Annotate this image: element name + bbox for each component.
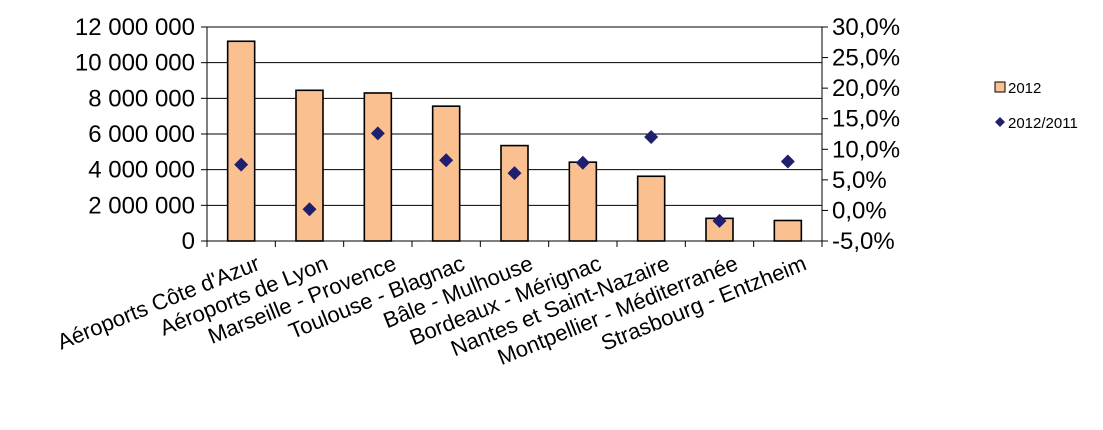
right-tick-label: -5,0%	[832, 228, 895, 255]
bar	[636, 175, 666, 242]
legend-label-2012-2011: 2012/2011	[1008, 115, 1078, 132]
bar	[295, 89, 324, 242]
right-tick-label: 15,0%	[832, 106, 900, 133]
legend-label-2012: 2012	[1008, 80, 1041, 97]
right-tick-label: 0,0%	[832, 197, 887, 224]
data-point	[234, 157, 249, 172]
data-point	[439, 153, 454, 168]
left-tick-label: 10 000 000	[75, 50, 195, 77]
right-tick-label: 10,0%	[832, 136, 900, 163]
data-point	[712, 213, 727, 228]
bar	[500, 144, 529, 242]
bar	[773, 219, 803, 242]
left-tick-label: 2 000 000	[88, 192, 195, 219]
data-point	[780, 154, 795, 169]
left-tick-label: 4 000 000	[88, 157, 195, 184]
legend-swatch-2012	[994, 81, 1006, 93]
legend: 2012 2012/2011	[994, 80, 1078, 132]
left-tick-label: 8 000 000	[88, 85, 195, 112]
left-tick-label: 0	[182, 228, 195, 255]
bar	[226, 40, 256, 242]
data-point	[507, 166, 522, 181]
bar	[431, 105, 461, 242]
left-tick-label: 12 000 000	[75, 14, 195, 41]
right-tick-label: 20,0%	[832, 75, 900, 102]
right-tick-label: 5,0%	[832, 167, 887, 194]
marker-series-2012-2011	[234, 126, 795, 228]
left-axis-tick-labels: 0 2 000 000 4 000 000 6 000 000 8 000 000 10 …	[75, 14, 195, 255]
right-tick-label: 25,0%	[832, 45, 900, 72]
data-point	[575, 155, 590, 170]
left-tick-label: 6 000 000	[88, 121, 195, 148]
data-point	[370, 126, 385, 141]
right-tick-label: 30,0%	[832, 14, 900, 41]
bar	[568, 161, 598, 242]
right-axis-tick-labels: -5,0% 0,0% 5,0% 10,0% 15,0% 20,0% 25,0% 30,0%	[832, 14, 900, 255]
bar	[363, 92, 393, 242]
data-point	[302, 202, 317, 217]
data-point	[644, 130, 659, 145]
bar-series-2012	[226, 40, 803, 242]
axes	[201, 26, 828, 247]
legend-swatch-2012-2011	[995, 117, 1005, 127]
